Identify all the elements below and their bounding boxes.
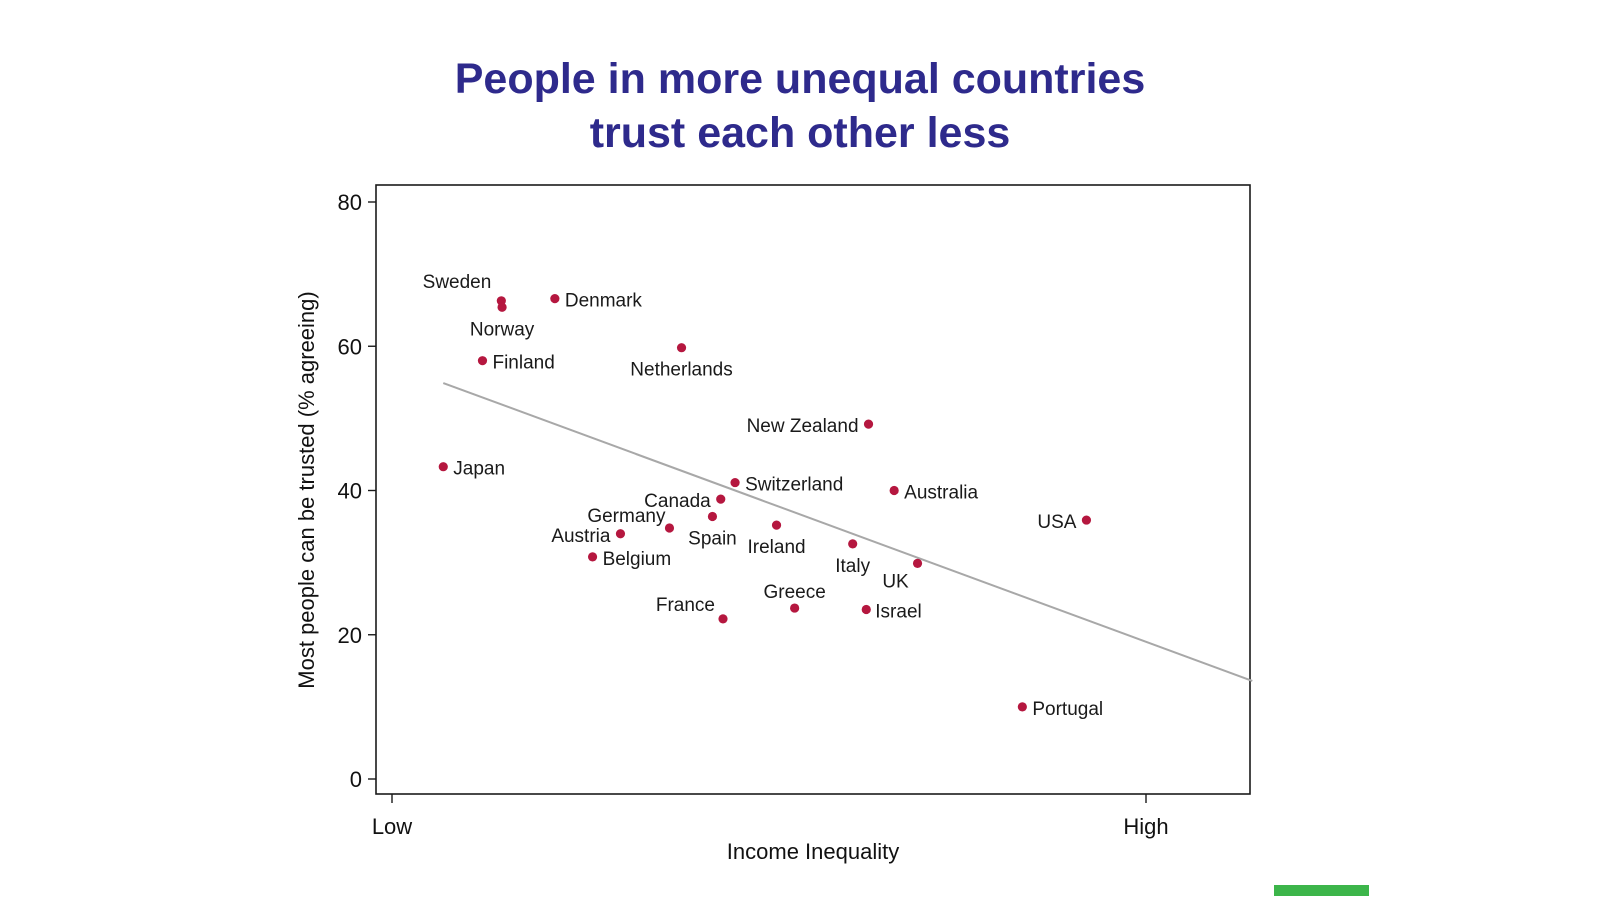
point-france (718, 614, 728, 624)
point-israel (861, 604, 871, 615)
point-finland (477, 356, 488, 366)
x-tick-label: High (1123, 814, 1168, 839)
x-axis-title: Income Inequality (727, 839, 899, 864)
point-label-finland: Finland (492, 353, 554, 374)
y-tick-label: 40 (338, 479, 362, 504)
point-norway (497, 302, 507, 312)
point-label-ireland: Ireland (747, 537, 805, 558)
progress-indicator (1274, 885, 1369, 896)
point-label-belgium: Belgium (603, 549, 672, 570)
point-label-japan: Japan (453, 459, 505, 480)
point-netherlands (676, 343, 687, 353)
point-label-norway: Norway (470, 319, 535, 340)
point-australia (889, 485, 899, 496)
point-new-zealand (863, 419, 874, 429)
point-switzerland (730, 477, 740, 488)
point-label-italy: Italy (835, 556, 870, 577)
trend-line (442, 382, 1253, 682)
point-label-switzerland: Switzerland (745, 475, 843, 496)
point-canada (716, 494, 726, 504)
trend-line-group (442, 382, 1253, 682)
point-austria (615, 529, 626, 539)
point-uk (912, 558, 923, 568)
point-label-new-zealand: New Zealand (747, 416, 859, 437)
point-label-spain: Spain (688, 528, 737, 549)
plot-frame (375, 184, 1251, 795)
point-label-austria: Austria (551, 526, 611, 547)
y-axis-title: Most people can be trusted (% agreeing) (294, 291, 319, 688)
point-label-canada: Canada (644, 491, 711, 512)
point-label-usa: USA (1037, 512, 1076, 533)
chart-title-line-2: trust each other less (589, 109, 1011, 157)
point-usa (1081, 515, 1092, 525)
y-tick-label: 80 (338, 190, 362, 215)
point-label-france: France (656, 595, 715, 616)
x-tick-label: Low (372, 814, 412, 839)
point-denmark (550, 294, 560, 304)
point-label-netherlands: Netherlands (630, 360, 732, 381)
y-tick-label: 20 (338, 623, 362, 648)
point-germany (664, 523, 675, 533)
point-label-uk: UK (882, 571, 909, 592)
chart-title: People in more unequal countries trust e… (0, 52, 1600, 160)
point-label-australia: Australia (904, 483, 978, 504)
point-italy (848, 539, 858, 549)
point-greece (790, 603, 800, 613)
point-belgium (587, 552, 598, 562)
y-tick-label: 60 (338, 334, 362, 359)
point-spain (707, 511, 718, 522)
point-label-portugal: Portugal (1032, 699, 1103, 720)
point-label-denmark: Denmark (565, 291, 643, 312)
point-labels: Sweden Norway Denmark Finland Netherlands New… (423, 272, 1103, 720)
point-japan (438, 462, 448, 472)
y-tick-label: 0 (350, 767, 362, 792)
point-portugal (1017, 702, 1027, 712)
point-ireland (771, 520, 782, 530)
point-label-israel: Israel (875, 602, 921, 623)
axes: 0 20 40 60 80 Low High Income Inequality Most pe… (294, 190, 1169, 864)
data-points (438, 294, 1092, 712)
point-label-germany: Germany (587, 506, 666, 527)
point-label-greece: Greece (763, 582, 825, 603)
chart-title-line-1: People in more unequal countries (454, 55, 1146, 103)
point-label-sweden: Sweden (423, 272, 492, 293)
